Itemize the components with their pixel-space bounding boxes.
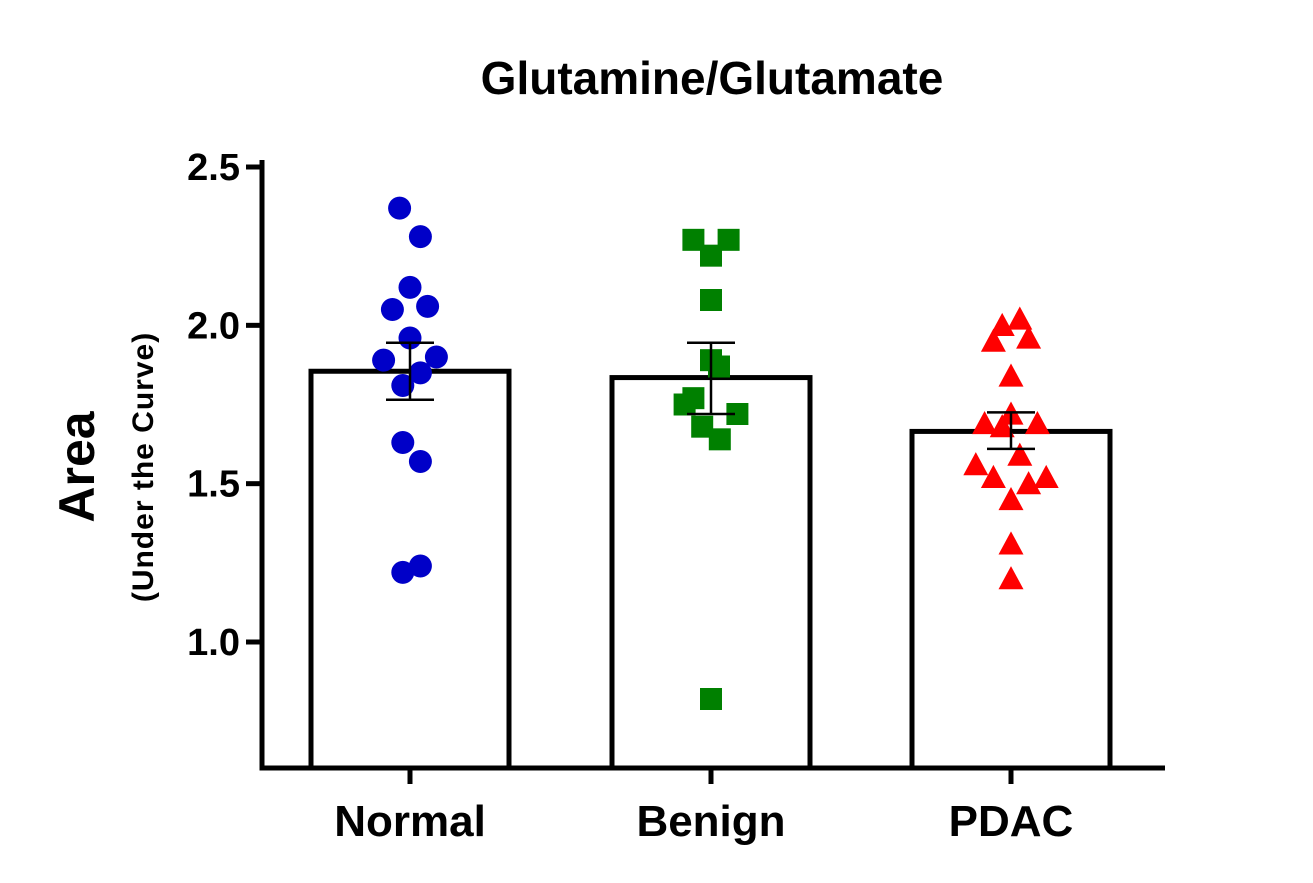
point-benign-4	[700, 289, 722, 311]
point-benign-12	[700, 688, 722, 710]
plot-area: 1.0 1.5 2.0 2.5 Normal Benign PDAC	[187, 147, 1165, 846]
point-normal-10	[408, 361, 432, 385]
x-tick-label-benign: Benign	[636, 797, 785, 846]
point-normal-4	[380, 298, 404, 321]
point-normal-7	[372, 348, 396, 372]
x-tick-label-pdac: PDAC	[949, 797, 1074, 846]
bar-pdac	[909, 428, 1113, 771]
x-tick-label-normal: Normal	[334, 797, 486, 846]
y-axis-label: Area	[49, 410, 105, 522]
y-tick-label-1.5: 1.5	[187, 464, 240, 506]
point-benign-6	[708, 355, 730, 378]
chart-title: Glutamine/Glutamate	[481, 52, 944, 104]
point-pdac-13	[1016, 471, 1042, 495]
point-pdac-2	[1007, 306, 1033, 330]
point-normal-9	[391, 374, 415, 397]
point-normal-2	[408, 225, 432, 249]
point-pdac-11	[963, 452, 989, 476]
point-normal-8	[424, 345, 448, 369]
point-pdac-15	[998, 487, 1024, 511]
point-benign-2	[717, 228, 740, 251]
point-normal-3	[398, 275, 422, 299]
point-pdac-8	[989, 414, 1015, 438]
point-benign-9	[726, 403, 749, 425]
y-tick-label-1.0: 1.0	[187, 622, 240, 664]
point-benign-10	[691, 415, 714, 438]
y-tick-label-2.0: 2.0	[187, 305, 240, 347]
point-pdac-4	[1016, 325, 1042, 349]
point-pdac-14	[1033, 464, 1059, 488]
point-pdac-12	[980, 464, 1006, 488]
point-normal-14	[408, 554, 432, 578]
point-pdac-16	[998, 531, 1024, 555]
point-pdac-5	[998, 363, 1024, 387]
point-normal-13	[391, 560, 415, 584]
point-pdac-10	[1007, 442, 1033, 466]
point-normal-12	[408, 450, 432, 473]
point-normal-11	[391, 431, 415, 454]
point-normal-1	[388, 196, 412, 220]
point-pdac-7	[972, 411, 998, 435]
point-pdac-9	[1024, 411, 1050, 435]
point-pdac-3	[980, 328, 1006, 352]
point-pdac-17	[998, 566, 1024, 590]
point-benign-8	[673, 393, 696, 416]
point-benign-11	[708, 428, 731, 451]
y-tick-label-2.5: 2.5	[187, 147, 240, 189]
point-normal-5	[416, 294, 440, 318]
point-benign-3	[700, 244, 722, 267]
point-benign-1	[682, 228, 705, 251]
y-axis-sublabel-group: (Under the Curve)	[127, 332, 160, 602]
point-pdac-1	[989, 312, 1015, 336]
y-axis-label-group: Area	[49, 410, 105, 522]
y-axis-sublabel: (Under the Curve)	[127, 332, 160, 602]
